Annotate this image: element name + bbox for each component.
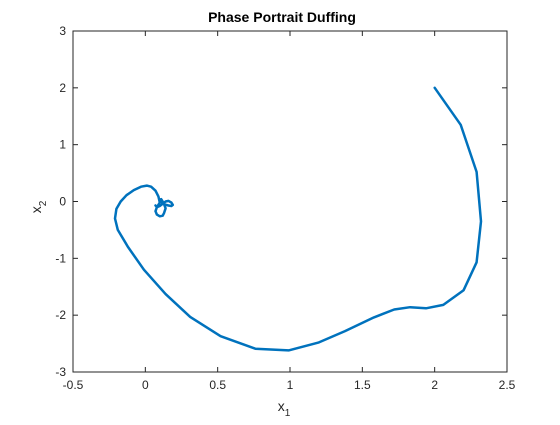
- y-axis-label-subscript: 2: [38, 200, 49, 206]
- y-axis-label-base: x: [28, 206, 44, 213]
- y-tick-label: 3: [59, 24, 66, 38]
- x-tick-label: -0.5: [63, 378, 84, 392]
- y-tick-label: -1: [55, 251, 66, 265]
- x-tick-label: 0: [142, 378, 149, 392]
- y-tick-label: -2: [55, 308, 66, 322]
- y-tick-label: 0: [59, 195, 66, 209]
- y-axis-label: x2: [28, 200, 49, 213]
- trajectory-line: [113, 86, 483, 352]
- x-tick-label: 2.5: [499, 378, 516, 392]
- x-axis-label-base: x: [278, 398, 285, 414]
- x-tick-label: 0.5: [209, 378, 226, 392]
- chart-title: Phase Portrait Duffing: [208, 9, 356, 25]
- y-tick-label: 2: [59, 81, 66, 95]
- x-tick-label: 1: [287, 378, 294, 392]
- x-tick-label: 1.5: [354, 378, 371, 392]
- x-axis-label: x1: [278, 398, 291, 419]
- y-tick-label: -3: [55, 365, 66, 379]
- x-tick-label: 2: [431, 378, 438, 392]
- x-axis-label-subscript: 1: [285, 408, 291, 419]
- plot-area: [72, 30, 508, 373]
- y-tick-label: 1: [59, 138, 66, 152]
